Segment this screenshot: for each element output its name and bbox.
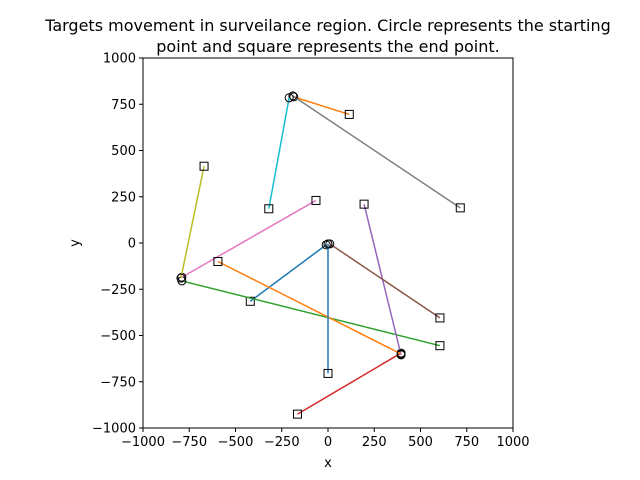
end-point-4 xyxy=(292,409,302,419)
track-line-10 xyxy=(268,97,290,209)
end-point-6 xyxy=(435,313,445,323)
end-point-2 xyxy=(344,109,354,119)
y-tick-label: 750 xyxy=(111,98,136,113)
x-axis: −1000 −750 −500 −250 0 250 500 750 1000 xyxy=(121,428,530,450)
y-tick-label: −750 xyxy=(100,375,136,390)
y-axis: −1000 −750 −500 −250 0 250 500 750 1000 xyxy=(92,52,143,437)
x-tick-label: −500 xyxy=(218,435,254,450)
start-point-9 xyxy=(176,273,186,283)
end-point-12 xyxy=(323,368,333,378)
target-track-9 xyxy=(176,161,209,283)
track-line-11 xyxy=(217,260,402,355)
chart-title-line-2: point and square represents the end poin… xyxy=(156,37,499,56)
target-track-12 xyxy=(323,239,333,378)
target-track-10 xyxy=(264,93,294,214)
x-axis-label: x xyxy=(324,456,332,471)
track-line-1 xyxy=(249,244,327,302)
x-tick-label: 1000 xyxy=(496,435,529,450)
end-point-1 xyxy=(245,296,255,306)
start-point-12 xyxy=(323,239,333,249)
end-point-7 xyxy=(311,195,321,205)
target-track-11 xyxy=(213,257,406,359)
y-tick-label: 250 xyxy=(111,190,136,205)
y-tick-label: 500 xyxy=(111,144,136,159)
y-tick-label: 1000 xyxy=(103,52,136,67)
track-line-7 xyxy=(181,199,317,278)
y-tick-label: −500 xyxy=(100,329,136,344)
start-point-10 xyxy=(284,93,294,103)
end-point-5 xyxy=(359,199,369,209)
x-tick-label: −750 xyxy=(171,435,207,450)
end-point-3 xyxy=(435,341,445,351)
target-track-7 xyxy=(177,195,321,282)
x-tick-label: 0 xyxy=(324,435,332,450)
y-axis-label: y xyxy=(68,239,83,247)
x-tick-label: 250 xyxy=(362,435,387,450)
track-line-4 xyxy=(297,352,402,415)
target-track-8 xyxy=(288,91,465,213)
end-point-9 xyxy=(199,161,209,171)
x-tick-label: −1000 xyxy=(121,435,165,450)
target-track-1 xyxy=(245,240,331,306)
y-tick-label: −250 xyxy=(100,283,136,298)
track-line-9 xyxy=(180,166,205,279)
track-line-8 xyxy=(292,95,461,209)
end-point-8 xyxy=(455,203,465,213)
plot-area xyxy=(176,91,465,419)
x-tick-label: 500 xyxy=(408,435,433,450)
y-tick-label: 0 xyxy=(128,237,136,252)
track-line-2 xyxy=(293,96,350,116)
target-track-2 xyxy=(289,92,354,119)
track-line-6 xyxy=(329,243,441,319)
start-point-11 xyxy=(396,349,406,359)
x-tick-label: 750 xyxy=(454,435,479,450)
start-point-2 xyxy=(289,92,299,102)
end-point-11 xyxy=(213,257,223,266)
end-point-10 xyxy=(264,204,274,214)
y-tick-label: −1000 xyxy=(92,422,136,437)
x-tick-label: −250 xyxy=(264,435,300,450)
chart-title-line-1: Targets movement in surveilance region. … xyxy=(44,16,611,35)
